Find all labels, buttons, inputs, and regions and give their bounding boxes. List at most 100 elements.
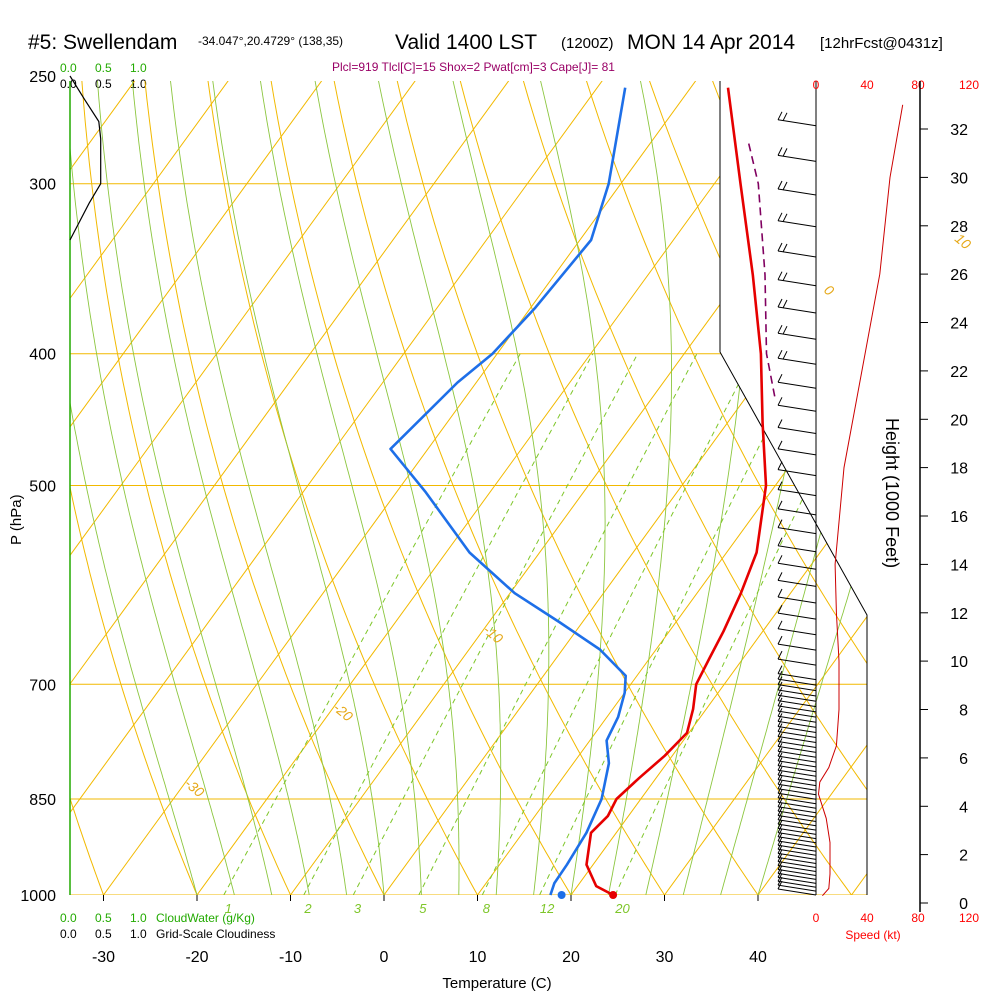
wind-barb-staff: [777, 840, 817, 848]
wind-barb-feather: [777, 555, 783, 564]
wind-barb-staff: [777, 427, 817, 434]
wind-barb-staff: [777, 720, 817, 728]
wind-barb-staff: [777, 765, 817, 773]
wind-barb: [777, 373, 817, 389]
cloudiness-label: Grid-Scale Cloudiness: [156, 927, 275, 941]
wind-barb: [777, 713, 817, 728]
wind-barb-feather: [782, 213, 788, 223]
wind-barb-staff: [777, 684, 817, 692]
wind-barb-staff: [777, 279, 817, 287]
mixing-ratio-line: [303, 353, 594, 895]
wind-barb-staff: [777, 658, 817, 666]
wind-barb-feather: [782, 112, 788, 122]
wind-barb-feather: [777, 500, 783, 510]
isotherm-label: -30: [182, 775, 208, 800]
wind-barb-staff: [777, 612, 817, 620]
wind-barb: [777, 271, 817, 287]
wind-barb-feather: [777, 147, 783, 156]
wind-barb: [777, 718, 817, 733]
wind-barb-staff: [777, 508, 817, 516]
wind-barb-staff: [777, 678, 817, 686]
wind-barb-staff: [777, 880, 817, 888]
dry-adiabat: [70, 81, 198, 895]
wind-barb-staff: [777, 673, 817, 681]
wind-barb: [777, 665, 817, 681]
height-tick-label: 2: [959, 848, 968, 865]
valid-time: Valid 1400 LST: [395, 31, 537, 54]
wind-barb: [777, 676, 817, 692]
wind-barb-staff: [777, 755, 817, 763]
wind-barb: [777, 728, 817, 743]
moist-adiabat: [377, 81, 502, 895]
wind-barb: [777, 242, 817, 258]
wind-barb-staff: [777, 832, 817, 840]
wind-barb-feather: [777, 440, 783, 450]
wind-barb-staff: [777, 861, 817, 868]
wind-barb-feather: [777, 692, 783, 701]
dry-adiabat: [332, 81, 665, 895]
height-tick-label: 8: [959, 703, 968, 720]
cloud-scale-bottom-black-2: 1.0: [130, 927, 147, 941]
mixing-ratio-line: [481, 353, 755, 895]
wind-barb-staff: [777, 750, 817, 758]
wind-barb: [777, 537, 817, 553]
height-tick-label: 18: [950, 461, 968, 478]
moist-adiabat: [70, 81, 198, 895]
wind-barb-staff: [777, 769, 817, 777]
wind-barb-staff: [777, 381, 817, 389]
moist-adiabat: [720, 81, 867, 895]
wind-barb-staff: [777, 869, 817, 876]
wind-barb-staff: [777, 250, 817, 258]
dry-adiabat: [584, 81, 867, 895]
cloud-scale-top-green-2: 1.0: [130, 61, 147, 75]
wind-barb-staff: [777, 188, 817, 196]
wind-barb-staff: [777, 469, 817, 477]
cloud-scale-top-green-0: 0.0: [60, 61, 77, 75]
x-tick-label: 40: [749, 949, 767, 966]
p-tick-label: 500: [29, 479, 56, 496]
wind-barb-feather: [777, 723, 783, 732]
wind-barb: [777, 440, 817, 456]
wind-barb-feather: [777, 718, 783, 727]
isotherm-line: [383, 81, 867, 895]
wind-barb-staff: [777, 806, 817, 814]
wind-barb-staff: [777, 848, 817, 856]
wind-barb: [777, 500, 817, 516]
wind-barb-staff: [777, 154, 817, 162]
wind-barb-feather: [777, 604, 783, 614]
wind-barb-staff: [777, 745, 817, 753]
dry-adiabat: [836, 81, 867, 895]
dry-adiabat: [81, 81, 291, 895]
wind-barb-staff: [777, 865, 817, 872]
wind-barb: [777, 481, 817, 497]
wind-barb-feather: [777, 397, 783, 406]
wind-barb-staff: [777, 700, 817, 708]
wind-barb-feather: [777, 738, 783, 747]
x-tick-label: 20: [562, 949, 580, 966]
moist-adiabat: [259, 81, 422, 895]
x-tick-label: 30: [656, 949, 674, 966]
cloud-scale-top-black-1: 0.5: [95, 77, 112, 91]
height-tick-label: 24: [950, 316, 968, 333]
x-tick-label: -20: [185, 949, 208, 966]
y-axis-title: P (hPa): [8, 494, 25, 545]
isotherm-label: 0: [821, 281, 837, 298]
sounding-lines: [389, 87, 776, 899]
wind-barb: [777, 298, 817, 314]
wind-barb-staff: [777, 783, 817, 791]
wind-barb: [777, 708, 817, 723]
wind-barb-feather: [782, 272, 788, 281]
wind-barb: [777, 650, 817, 666]
wind-barb-staff: [777, 827, 817, 835]
temperature-line: [585, 87, 768, 897]
mixing-ratio-label: 1: [225, 901, 232, 916]
cloudiness-line: [69, 75, 102, 241]
moist-adiabat: [211, 81, 385, 895]
wind-barb-feather: [782, 148, 788, 157]
wind-barb: [777, 620, 817, 636]
height-tick-label: 4: [959, 799, 968, 816]
wind-barb-staff: [777, 579, 817, 587]
wind-barb: [777, 180, 817, 196]
